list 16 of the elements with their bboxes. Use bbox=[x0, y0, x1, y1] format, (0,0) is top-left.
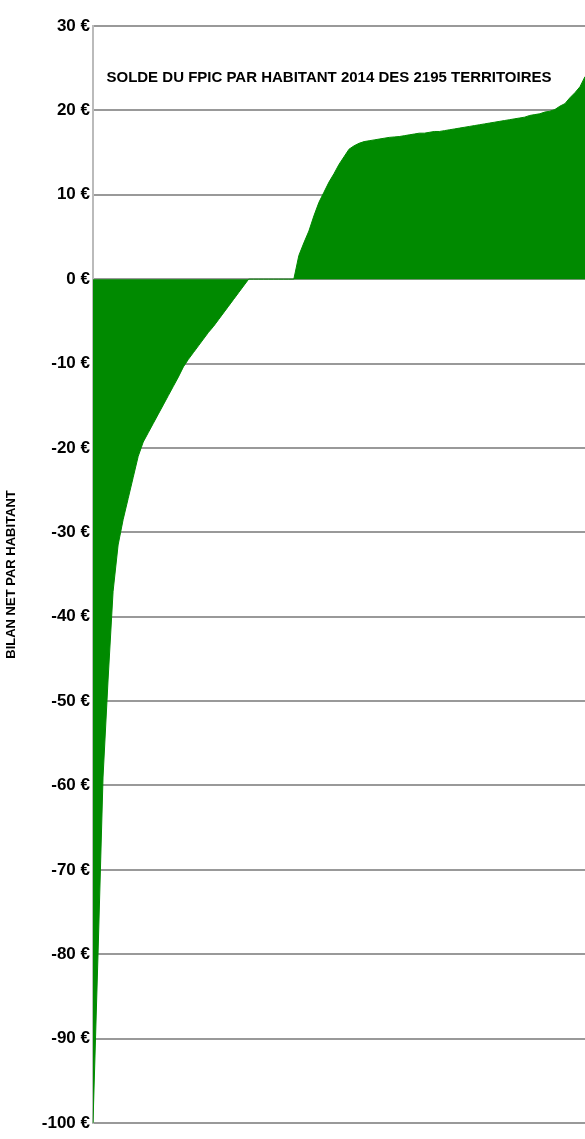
y-tick-label: -100 € bbox=[41, 1112, 91, 1132]
y-tick-label: -70 € bbox=[51, 859, 91, 879]
y-tick-label: -80 € bbox=[51, 943, 91, 963]
y-tick-label: 30 € bbox=[56, 15, 91, 35]
y-tick-label: 10 € bbox=[56, 184, 91, 204]
y-axis-title: BILAN NET PAR HABITANT bbox=[3, 490, 19, 659]
y-tick-label: -20 € bbox=[51, 437, 91, 457]
y-tick-label: -30 € bbox=[51, 522, 91, 541]
y-tick-label: 0 € bbox=[66, 268, 91, 288]
y-tick-label: -50 € bbox=[51, 690, 91, 710]
y-tick-label: -40 € bbox=[51, 606, 91, 626]
text: SOLDE DU FPIC PAR HABITANT 2014 DES 2195 TERRITOIRES bbox=[106, 68, 552, 86]
y-tick-label: -90 € bbox=[51, 1028, 91, 1048]
y-tick-label: 20 € bbox=[56, 100, 91, 120]
y-tick-label: -10 € bbox=[51, 353, 91, 373]
y-tick-label: -60 € bbox=[51, 775, 91, 795]
